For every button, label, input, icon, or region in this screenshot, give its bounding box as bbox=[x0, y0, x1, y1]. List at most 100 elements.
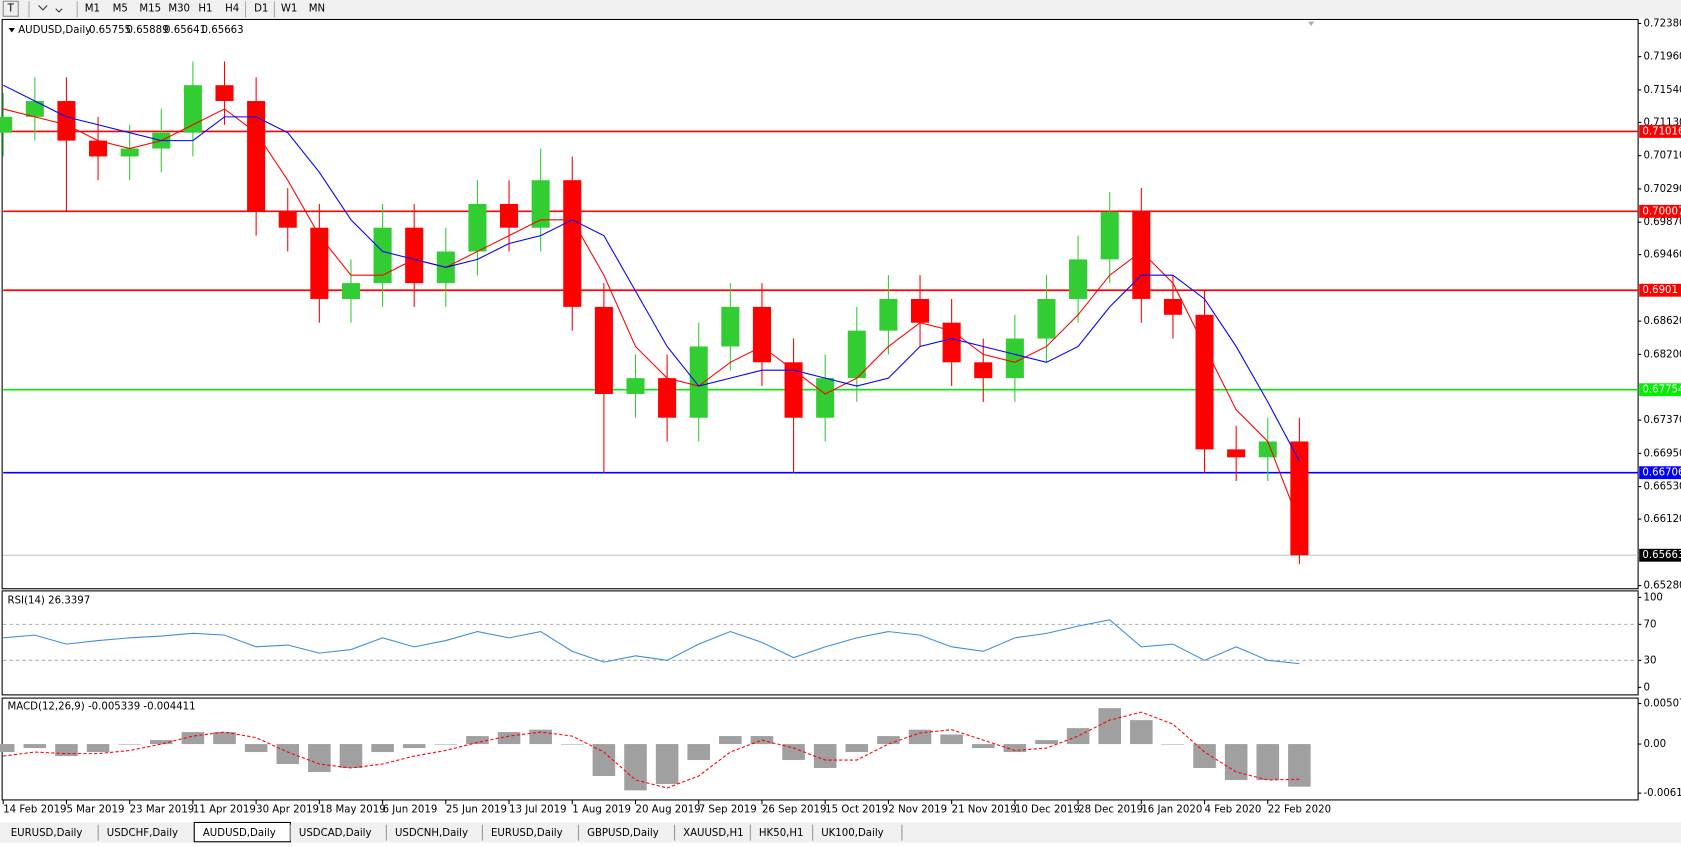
level-tag bbox=[1639, 124, 1681, 138]
chart-tab[interactable]: GBPUSD,Daily bbox=[587, 828, 659, 839]
x-tick-label: 30 Apr 2019 bbox=[256, 805, 319, 816]
candle-body bbox=[942, 322, 961, 363]
chart-tab[interactable]: AUDUSD,Daily bbox=[203, 828, 276, 839]
macd-bar bbox=[655, 744, 679, 784]
candle-body bbox=[183, 85, 202, 133]
timeframe-button[interactable]: D1 bbox=[254, 4, 268, 15]
candle-body bbox=[215, 85, 234, 102]
candle-body bbox=[721, 306, 740, 347]
candle-body bbox=[89, 140, 108, 157]
level-tag bbox=[1639, 548, 1681, 562]
y-tick-label: 70 bbox=[1643, 619, 1656, 630]
macd-bar bbox=[276, 744, 300, 765]
level-label: 0.71016 bbox=[1642, 126, 1681, 137]
collapse-arrow[interactable] bbox=[8, 28, 16, 33]
x-tick-label: 13 Jul 2019 bbox=[509, 805, 567, 816]
macd-bar bbox=[1224, 744, 1248, 780]
macd-bar bbox=[845, 744, 869, 753]
macd-bar bbox=[86, 744, 110, 753]
level-tag bbox=[1639, 466, 1681, 480]
timeframe-button[interactable]: H4 bbox=[225, 4, 239, 15]
level-label: 0.67754 bbox=[1642, 385, 1681, 396]
macd-bar bbox=[434, 744, 458, 745]
macd-bar bbox=[1288, 744, 1311, 787]
timeframe-button[interactable]: MN bbox=[309, 4, 325, 15]
candle-body bbox=[594, 306, 613, 394]
timeframe-button[interactable]: M5 bbox=[113, 4, 128, 15]
text-tool-icon: T bbox=[7, 4, 15, 15]
macd-bar bbox=[687, 744, 711, 761]
macd-bar bbox=[308, 744, 331, 773]
macd-bar bbox=[592, 744, 616, 776]
candle-body bbox=[1290, 441, 1309, 556]
macd-bar bbox=[1098, 708, 1122, 745]
chart-tab[interactable]: UK100,Daily bbox=[821, 828, 884, 839]
macd-bar bbox=[402, 744, 426, 749]
candle-body bbox=[1163, 298, 1182, 315]
candle-body bbox=[816, 378, 835, 418]
candle-body bbox=[468, 203, 487, 252]
candle-body bbox=[25, 101, 44, 117]
chart-tab[interactable]: XAUUSD,H1 bbox=[683, 828, 743, 839]
candle-body bbox=[500, 203, 519, 228]
macd-bar bbox=[244, 744, 268, 753]
level-tag bbox=[1639, 204, 1681, 218]
timeframe-button[interactable]: M30 bbox=[168, 4, 190, 15]
x-tick-label: 2 Nov 2019 bbox=[888, 805, 947, 816]
macd-bar bbox=[497, 732, 521, 745]
timeframe-button[interactable]: M1 bbox=[85, 4, 100, 15]
chart-tab[interactable]: USDCHF,Daily bbox=[107, 828, 178, 839]
candle-body bbox=[247, 101, 266, 212]
shapes-tool[interactable] bbox=[38, 5, 63, 13]
rsi-title: RSI(14) 26.3397 bbox=[8, 596, 91, 607]
chart-tab[interactable]: USDCNH,Daily bbox=[395, 828, 468, 839]
level-tag bbox=[1639, 383, 1681, 397]
level-label: 0.65663 bbox=[1642, 550, 1681, 561]
macd-bar bbox=[0, 744, 15, 753]
chart-tab[interactable]: EURUSD,Daily bbox=[11, 828, 83, 839]
timeframe-button[interactable]: H1 bbox=[198, 4, 212, 15]
y-tick-label: 30 bbox=[1643, 655, 1656, 666]
macd-bar bbox=[213, 732, 236, 745]
macd-bar bbox=[1256, 744, 1280, 780]
macd-bar bbox=[813, 744, 837, 769]
x-tick-label: 7 Sep 2019 bbox=[699, 805, 757, 816]
chart-tab[interactable]: USDCAD,Daily bbox=[299, 828, 372, 839]
x-tick-label: 22 Feb 2020 bbox=[1268, 805, 1331, 816]
candle-body bbox=[310, 227, 329, 299]
x-tick-label: 23 Mar 2019 bbox=[130, 805, 195, 816]
y-tick-label: 0 bbox=[1643, 682, 1649, 693]
candle-body bbox=[1227, 449, 1246, 458]
level-label: 0.70007 bbox=[1642, 206, 1681, 217]
macd-bar bbox=[1161, 744, 1185, 745]
x-tick-label: 15 Oct 2019 bbox=[825, 805, 888, 816]
candle-body bbox=[658, 378, 677, 418]
text-tool[interactable] bbox=[2, 0, 19, 17]
x-tick-label: 28 Dec 2019 bbox=[1078, 805, 1143, 816]
timeframe-button[interactable]: W1 bbox=[281, 4, 298, 15]
macd-bar bbox=[149, 740, 173, 745]
candle-body bbox=[689, 346, 708, 418]
x-tick-label: 16 Jan 2020 bbox=[1141, 805, 1202, 816]
x-tick-label: 26 Sep 2019 bbox=[762, 805, 826, 816]
chart-tab[interactable]: EURUSD,Daily bbox=[491, 828, 563, 839]
timeframe-button[interactable]: M15 bbox=[139, 4, 161, 15]
y-tick-label: 0.00 bbox=[1643, 739, 1666, 750]
x-tick-label: 14 Feb 2019 bbox=[3, 805, 66, 816]
moving-average bbox=[2, 84, 1300, 462]
chart-tab[interactable]: HK50,H1 bbox=[759, 828, 804, 839]
macd-bar bbox=[782, 744, 805, 761]
candle-body bbox=[405, 227, 424, 284]
